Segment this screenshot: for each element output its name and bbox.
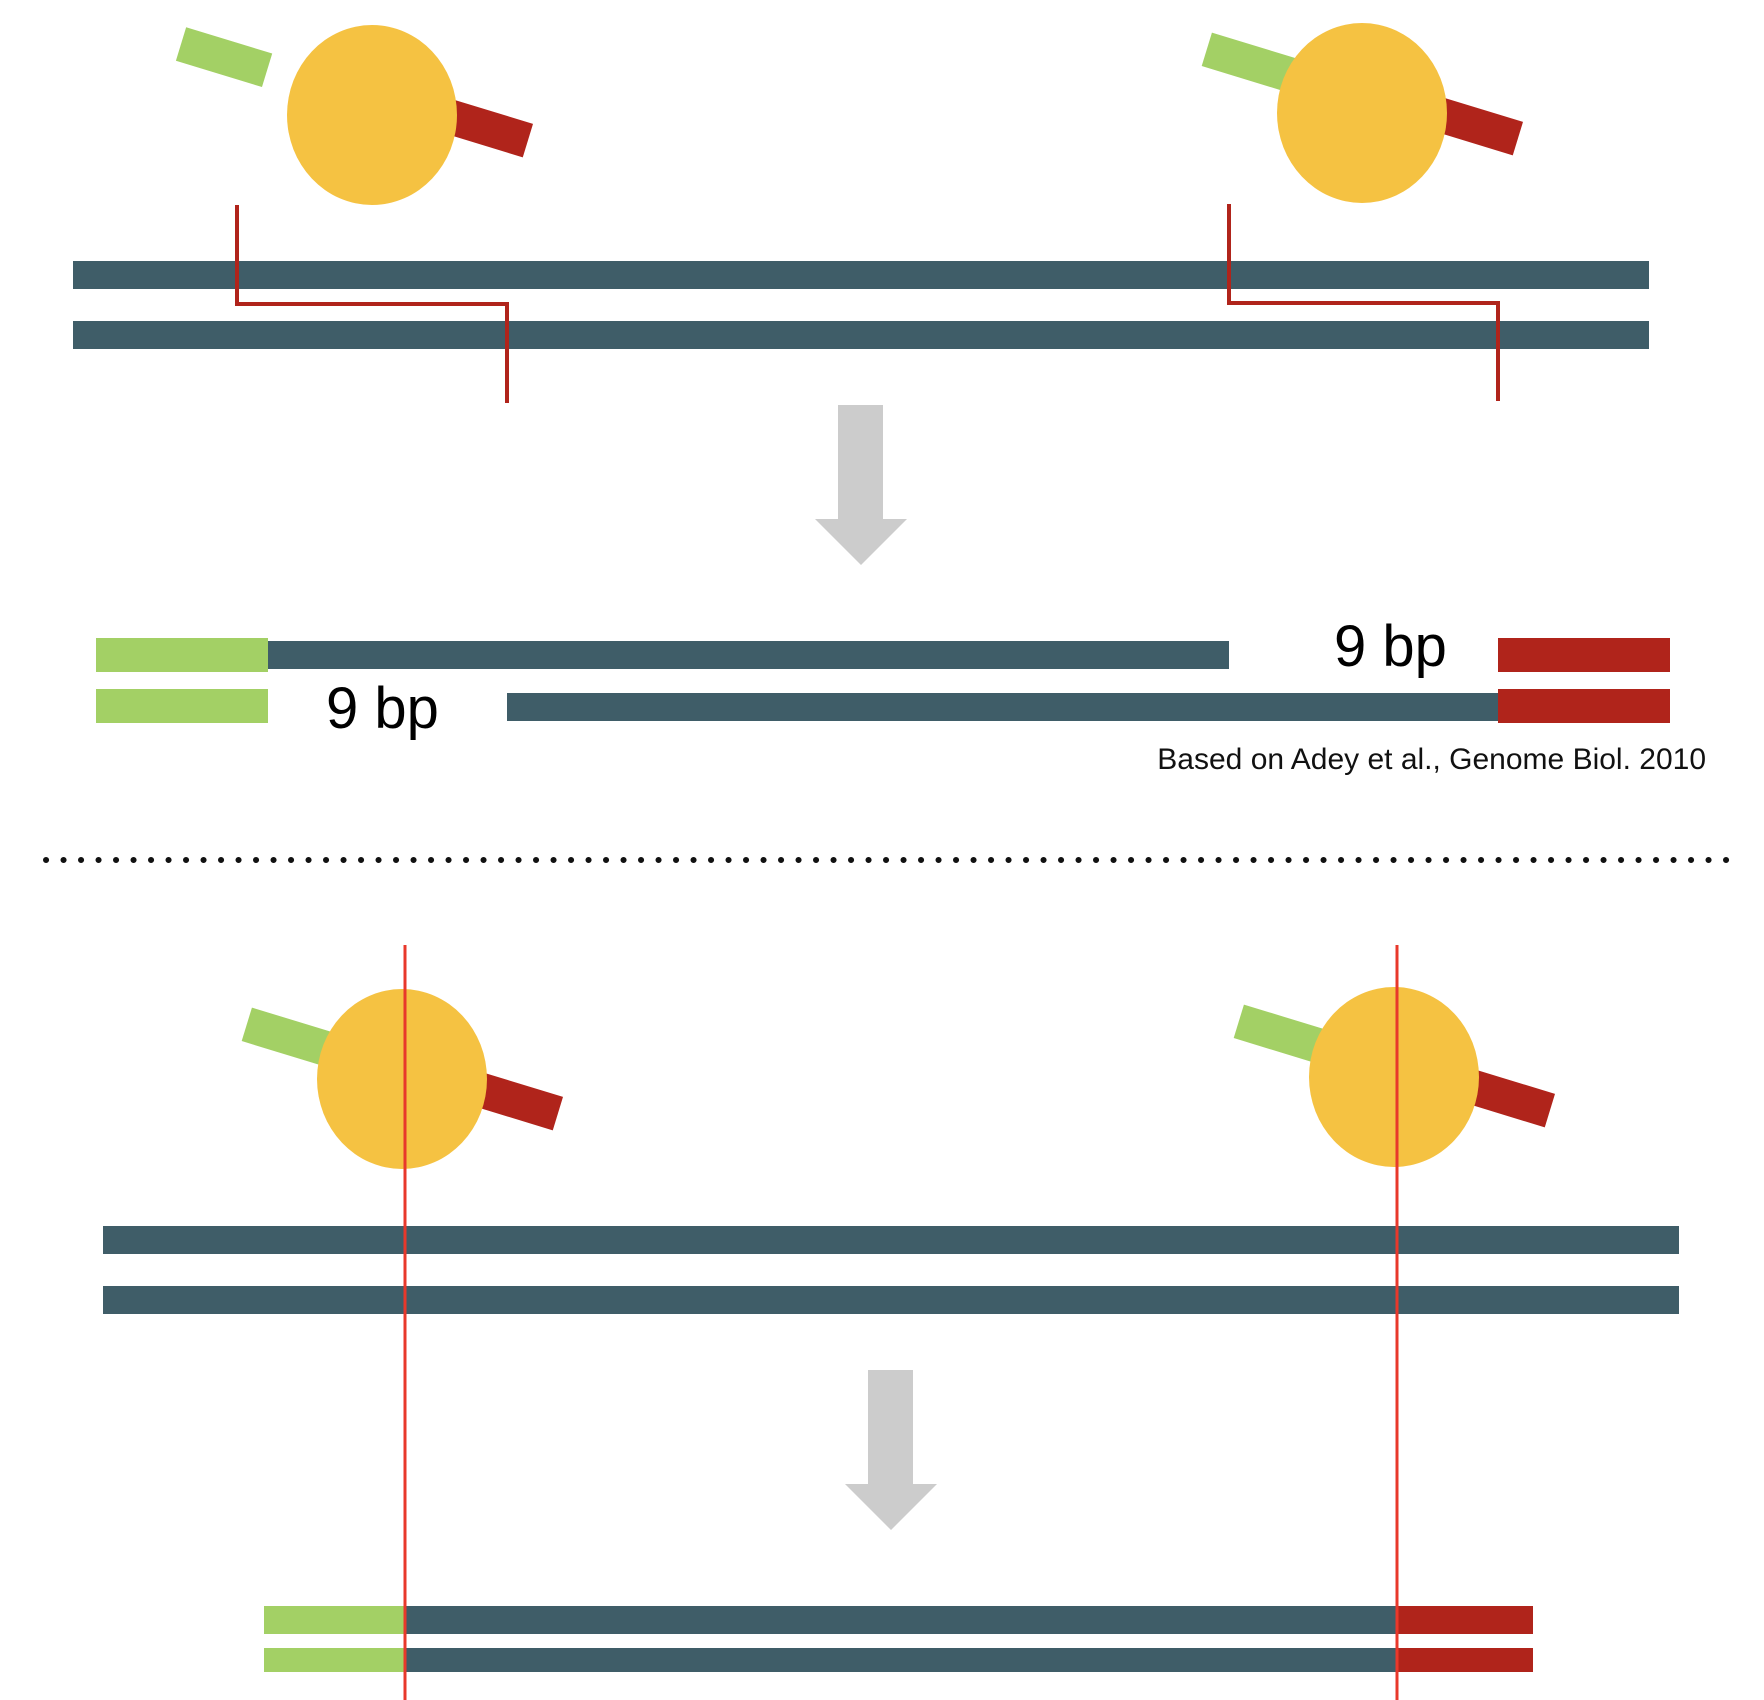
transposase-enzyme bbox=[287, 25, 457, 205]
green-adapter-top bbox=[264, 1606, 405, 1634]
tagmented-fragment-blunt bbox=[264, 1606, 1533, 1672]
tagmented-fragment-staggered bbox=[96, 638, 1670, 723]
gap-label-left: 9 bp bbox=[326, 676, 439, 741]
down-arrow bbox=[845, 1370, 937, 1530]
dna-bottom-strand bbox=[73, 321, 1649, 349]
transposase-complex-bottom-right bbox=[1233, 987, 1556, 1167]
transposase-enzyme bbox=[1277, 23, 1447, 203]
dna-fragment-bottom-strand bbox=[507, 693, 1498, 721]
top-panel: 9 bp 9 bp Based on Adey et al., Genome B… bbox=[73, 23, 1706, 776]
red-adapter-bottom bbox=[1398, 1648, 1533, 1672]
dna-top-strand bbox=[73, 261, 1649, 289]
dna-fragment-bottom-strand bbox=[405, 1648, 1398, 1672]
red-adapter-top bbox=[1498, 638, 1670, 672]
dna-fragment-top-strand bbox=[405, 1606, 1398, 1634]
transposase-complex-bottom-left bbox=[241, 989, 564, 1169]
red-adapter-arm bbox=[436, 97, 534, 158]
transposase-enzyme bbox=[1309, 987, 1479, 1167]
red-adapter-arm bbox=[1458, 1067, 1556, 1128]
green-adapter-top bbox=[96, 638, 268, 672]
transposase-complex-top-right bbox=[1201, 23, 1524, 203]
green-adapter-arm bbox=[241, 1007, 339, 1068]
bottom-panel bbox=[103, 945, 1679, 1700]
red-adapter-arm bbox=[1426, 95, 1524, 156]
green-adapter-arm bbox=[175, 27, 273, 88]
dna-top-strand bbox=[103, 1226, 1679, 1254]
down-arrow bbox=[815, 405, 907, 565]
green-adapter-bottom bbox=[264, 1648, 405, 1672]
staggered-cut-line-right bbox=[1227, 204, 1500, 401]
staggered-cut-line-left bbox=[235, 205, 509, 403]
red-adapter-bottom bbox=[1498, 689, 1670, 723]
citation-text: Based on Adey et al., Genome Biol. 2010 bbox=[1157, 743, 1706, 776]
transposase-enzyme bbox=[317, 989, 487, 1169]
dna-bottom-strand bbox=[103, 1286, 1679, 1314]
green-adapter-bottom bbox=[96, 689, 268, 723]
gap-label-right: 9 bp bbox=[1334, 614, 1447, 679]
transposase-complex-top-left bbox=[175, 25, 534, 205]
green-adapter-arm bbox=[1233, 1004, 1331, 1065]
green-adapter-arm bbox=[1201, 32, 1299, 93]
red-adapter-top bbox=[1398, 1606, 1533, 1634]
red-adapter-arm bbox=[466, 1070, 564, 1131]
dna-fragment-top-strand bbox=[268, 641, 1229, 669]
